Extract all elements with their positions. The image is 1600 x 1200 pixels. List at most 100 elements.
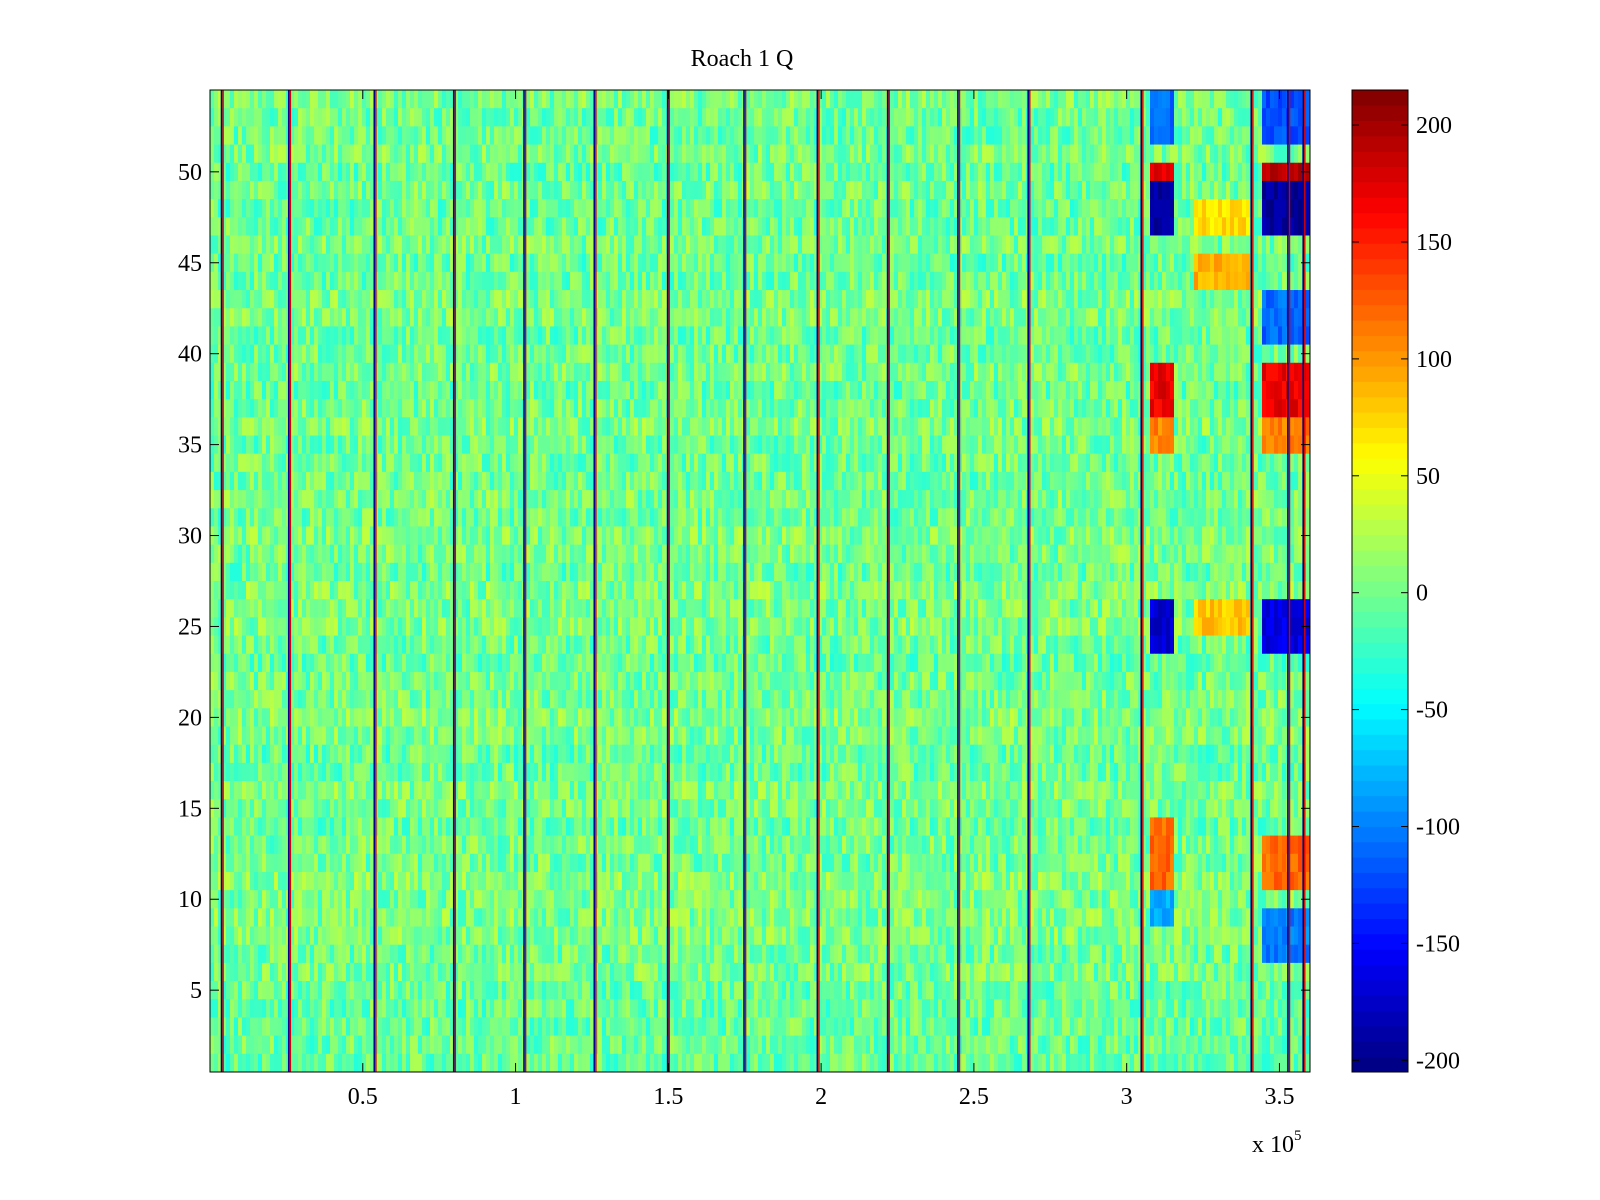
heatmap-cell — [790, 399, 795, 418]
heatmap-cell — [1090, 326, 1095, 345]
heatmap-cell — [978, 308, 983, 327]
heatmap-cell — [418, 126, 423, 145]
heatmap-cell — [450, 217, 455, 236]
heatmap-cell — [1186, 326, 1191, 345]
heatmap-cell — [870, 144, 875, 164]
heatmap-cell — [1014, 126, 1019, 145]
heatmap-cell — [662, 90, 667, 109]
heatmap-cell — [266, 108, 271, 127]
heatmap-cell — [322, 362, 327, 382]
heatmap-cell — [1058, 199, 1063, 218]
heatmap-cell — [1242, 126, 1247, 145]
heatmap-cell — [1226, 308, 1231, 327]
heatmap-cell — [922, 180, 927, 200]
heatmap-cell — [510, 199, 515, 218]
heatmap-cell — [854, 199, 859, 218]
heatmap-cell — [718, 362, 723, 382]
heatmap-cell — [266, 253, 271, 273]
heatmap-cell — [618, 217, 623, 236]
heatmap-cell — [994, 162, 999, 182]
heatmap-cell — [1190, 235, 1195, 255]
heatmap-cell — [1290, 235, 1295, 255]
heatmap-cell — [702, 108, 707, 127]
heatmap-cell — [834, 126, 839, 145]
heatmap-cell — [582, 180, 587, 200]
heatmap-cell — [282, 380, 287, 400]
heatmap-cell — [422, 326, 427, 345]
heatmap-cell — [1214, 108, 1219, 127]
heatmap-cell — [702, 162, 707, 182]
heatmap-cell — [614, 162, 619, 182]
heatmap-cell — [1266, 199, 1271, 218]
heatmap-cell — [478, 108, 483, 127]
heatmap-cell — [446, 271, 451, 291]
heatmap-cell — [1110, 199, 1115, 218]
heatmap-cell — [1098, 235, 1103, 255]
heatmap-cell — [906, 380, 911, 400]
heatmap-cell — [250, 380, 255, 400]
heatmap-cell — [914, 362, 919, 382]
heatmap-cell — [342, 399, 347, 418]
heatmap-cell — [310, 199, 315, 218]
heatmap-cell — [390, 308, 395, 327]
heatmap-cell — [974, 253, 979, 273]
heatmap-cell — [1222, 90, 1227, 109]
heatmap-cell — [430, 235, 435, 255]
heatmap-cell — [590, 144, 595, 164]
heatmap-cell — [714, 126, 719, 145]
heatmap-cell — [994, 90, 999, 109]
heatmap-cell — [1222, 253, 1227, 273]
heatmap-cell — [542, 380, 547, 400]
heatmap-cell — [282, 308, 287, 327]
heatmap-cell — [266, 90, 271, 109]
heatmap-cell — [586, 217, 591, 236]
heatmap-cell — [554, 90, 559, 109]
heatmap-cell — [502, 144, 507, 164]
heatmap-cell — [842, 126, 847, 145]
heatmap-cell — [794, 217, 799, 236]
heatmap-cell — [382, 417, 387, 436]
heatmap-cell — [1030, 271, 1035, 291]
heatmap-cell — [554, 217, 559, 236]
heatmap-cell — [626, 271, 631, 291]
heatmap-cell — [1198, 235, 1203, 255]
heatmap-cell — [718, 253, 723, 273]
heatmap-cell — [810, 326, 815, 345]
heatmap-cell — [1086, 362, 1091, 382]
heatmap-cell — [378, 217, 383, 236]
heatmap-cell — [634, 217, 639, 236]
heatmap-cell — [1134, 235, 1139, 255]
heatmap-cell — [370, 90, 375, 109]
heatmap-cell — [1142, 180, 1147, 200]
heatmap-cell — [362, 180, 367, 200]
heatmap-cell — [1198, 108, 1203, 127]
heatmap-cell — [690, 290, 695, 309]
heatmap-cell — [1202, 235, 1207, 255]
heatmap-cell — [674, 308, 679, 327]
heatmap-cell — [490, 162, 495, 182]
heatmap-cell — [634, 308, 639, 327]
heatmap-cell — [1134, 399, 1139, 418]
heatmap-cell — [638, 290, 643, 309]
heatmap-cell — [1058, 253, 1063, 273]
heatmap-cell — [726, 253, 731, 273]
heatmap-cell — [278, 108, 283, 127]
heatmap-cell — [1298, 399, 1303, 418]
heatmap-cell — [1146, 253, 1151, 273]
heatmap-cell — [894, 108, 899, 127]
heatmap-cell — [982, 108, 987, 127]
heatmap-cell — [406, 253, 411, 273]
heatmap-cell — [254, 235, 259, 255]
heatmap-cell — [1246, 217, 1251, 236]
heatmap-cell — [562, 199, 567, 218]
heatmap-cell — [1126, 217, 1131, 236]
heatmap-cell — [234, 217, 239, 236]
heatmap-cell — [966, 399, 971, 418]
heatmap-cell — [750, 271, 755, 291]
heatmap-cell — [414, 399, 419, 418]
heatmap-cell — [214, 126, 219, 145]
heatmap-cell — [234, 362, 239, 382]
heatmap-cell — [610, 162, 615, 182]
heatmap-cell — [894, 217, 899, 236]
heatmap-cell — [1262, 126, 1267, 145]
